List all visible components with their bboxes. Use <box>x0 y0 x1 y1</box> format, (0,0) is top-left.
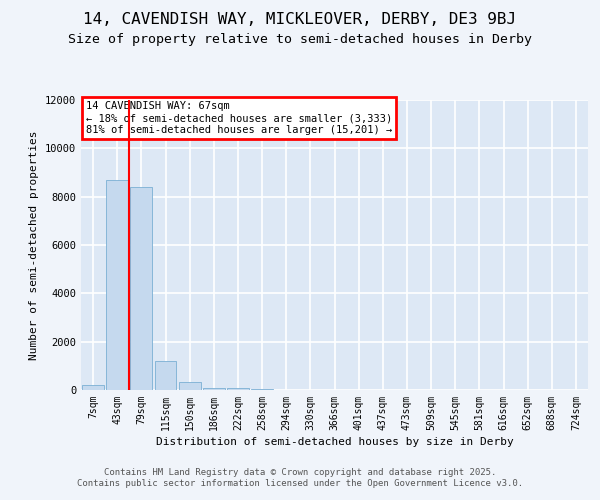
Bar <box>155 361 176 390</box>
X-axis label: Distribution of semi-detached houses by size in Derby: Distribution of semi-detached houses by … <box>155 437 514 447</box>
Bar <box>106 180 128 390</box>
Text: Size of property relative to semi-detached houses in Derby: Size of property relative to semi-detach… <box>68 32 532 46</box>
Bar <box>179 382 200 390</box>
Text: 14, CAVENDISH WAY, MICKLEOVER, DERBY, DE3 9BJ: 14, CAVENDISH WAY, MICKLEOVER, DERBY, DE… <box>83 12 517 28</box>
Y-axis label: Number of semi-detached properties: Number of semi-detached properties <box>29 130 40 360</box>
Bar <box>203 388 224 390</box>
Bar <box>82 386 104 390</box>
Bar <box>227 388 249 390</box>
Text: Contains HM Land Registry data © Crown copyright and database right 2025.
Contai: Contains HM Land Registry data © Crown c… <box>77 468 523 487</box>
Text: 14 CAVENDISH WAY: 67sqm
← 18% of semi-detached houses are smaller (3,333)
81% of: 14 CAVENDISH WAY: 67sqm ← 18% of semi-de… <box>86 102 392 134</box>
Bar <box>251 389 273 390</box>
Bar <box>130 187 152 390</box>
